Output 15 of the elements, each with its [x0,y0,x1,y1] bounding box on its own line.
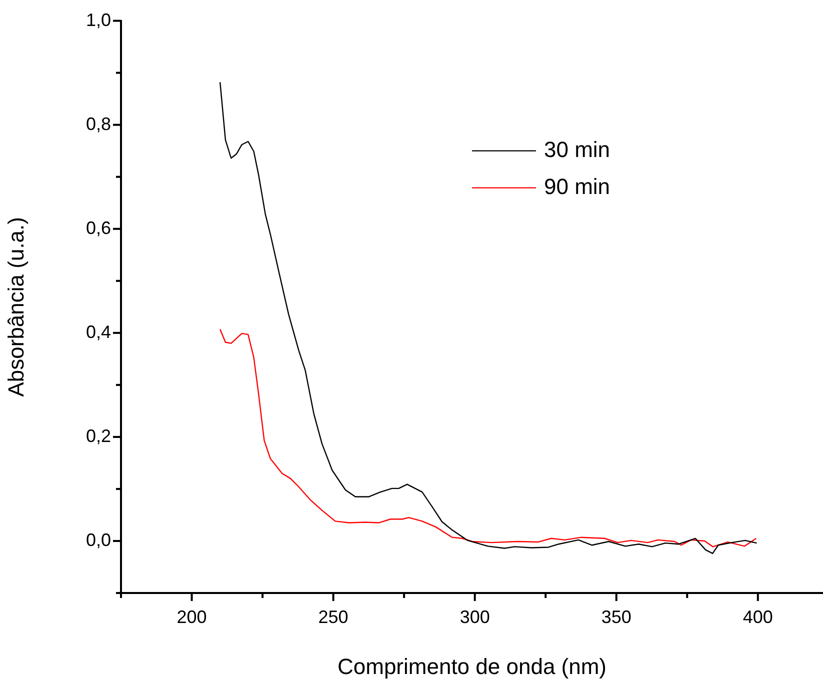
x-tick-label: 300 [460,606,490,627]
y-tick-label: 0,4 [86,322,111,342]
x-tick-label: 250 [318,606,348,627]
y-tick-label: 0,6 [86,218,111,238]
y-tick-label: 1,0 [86,10,111,30]
x-tick-label: 400 [742,606,773,627]
x-axis-title: Comprimento de onda (nm) [337,654,607,679]
x-tick-label: 200 [176,606,207,627]
legend-label: 30 min [544,136,610,162]
y-tick-label: 0,2 [86,426,111,446]
y-axis-title: Absorbância (u.a.) [3,217,28,397]
legend-label: 90 min [544,174,610,199]
x-tick-label: 350 [601,606,632,627]
y-tick-label: 0,0 [86,530,111,550]
y-tick-label: 0,8 [86,114,111,134]
